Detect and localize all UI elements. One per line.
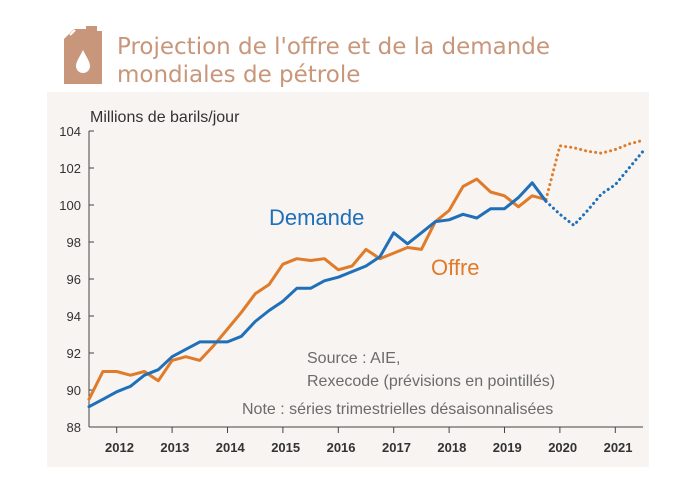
y-tick-label: 100 [59,198,81,213]
y-tick-label: 102 [59,161,81,176]
axes [88,131,643,428]
y-tick-label: 94 [67,309,81,324]
x-tick-label: 2017 [382,440,411,455]
x-tick-label: 2019 [493,440,522,455]
series-line-offre [87,177,548,401]
y-axis-label: Millions de barils/jour [90,109,240,126]
chart-title-line-2: mondiales de pétrole [117,62,361,88]
oil-can-icon [64,26,102,84]
y-tick-label: 98 [67,235,81,250]
x-tick-label: 2015 [271,440,300,455]
series-label-demande: Demande [269,205,364,230]
source-line-2: Rexecode (prévisions en pointillés) [307,373,555,390]
chart-title-line-1: Projection de l'offre et de la demande [117,34,551,60]
y-tick-label: 96 [67,272,81,287]
x-tick-label: 2013 [160,440,189,455]
series-line-demande [87,181,548,409]
y-axis-ticks: 88 90 92 94 96 98 100 102 104 [59,124,94,435]
x-tick-label: 2021 [604,440,633,455]
y-tick-label: 88 [67,420,81,435]
y-tick-label: 90 [67,383,81,398]
x-tick-label: 2014 [216,440,246,455]
note-text: Note : séries trimestrielles désaisonnal… [242,401,553,418]
x-tick-label: 2018 [437,440,466,455]
chart-panel: Millions de barils/jour 88 90 92 94 96 98 100 1… [47,92,649,467]
x-tick-label: 2016 [327,440,356,455]
x-tick-label: 2020 [548,440,577,455]
x-tick-label: 2012 [105,440,134,455]
source-line-1: Source : AIE, [307,350,400,367]
series-label-offre: Offre [431,255,480,280]
series-projection-demande [544,149,645,227]
series-projection-offre [544,138,645,201]
series-layer [87,138,645,409]
y-tick-label: 92 [67,346,81,361]
x-axis-ticks: 2012 2013 2014 2015 2016 2017 2018 2019 2020 2021 [105,427,633,455]
y-tick-label: 104 [59,124,81,139]
oil-supply-demand-chart: Millions de barils/jour 88 90 92 94 96 98 100 1… [59,109,645,455]
